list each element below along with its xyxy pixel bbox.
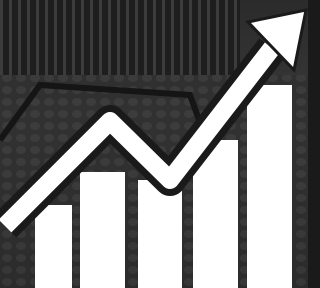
bar bbox=[80, 172, 125, 288]
bar bbox=[138, 180, 182, 288]
page: (() => { const data = JSON.parse(documen… bbox=[0, 0, 308, 288]
growth-icon bbox=[0, 0, 308, 288]
background-fence bbox=[0, 0, 240, 75]
bar bbox=[35, 205, 72, 288]
bar bbox=[247, 85, 292, 288]
